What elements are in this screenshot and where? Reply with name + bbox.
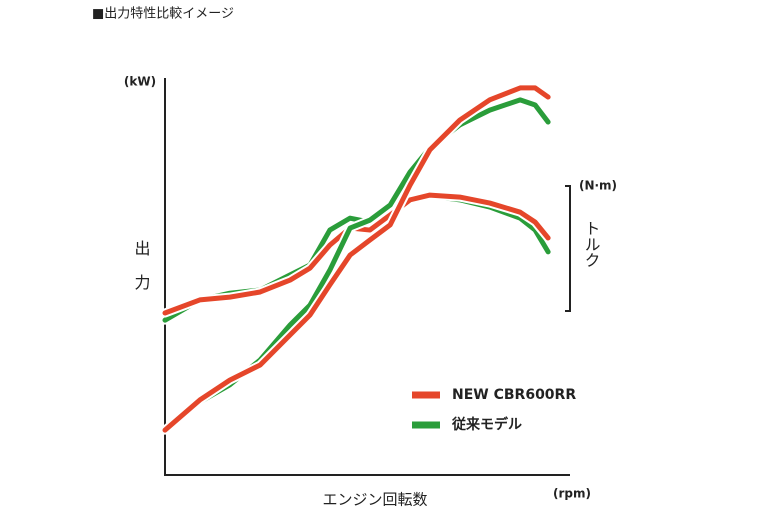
legend-label: 従来モデル [451, 416, 522, 433]
axes [164, 78, 570, 476]
chart-title: ■出力特性比較イメージ [92, 7, 234, 22]
line-halo [160, 83, 553, 435]
torque-bracket [565, 185, 571, 312]
power-line [162, 85, 551, 433]
x-label: エンジン回転数 [322, 491, 427, 509]
y-label: 出力 [132, 240, 151, 308]
y-unit: (kW) [124, 75, 156, 89]
legend-label: NEW CBR600RR [452, 387, 576, 403]
torque-line [162, 192, 551, 316]
x-unit: (rpm) [553, 487, 591, 501]
y2-unit: (N·m) [579, 179, 617, 193]
y2-label: トルク [582, 220, 601, 268]
